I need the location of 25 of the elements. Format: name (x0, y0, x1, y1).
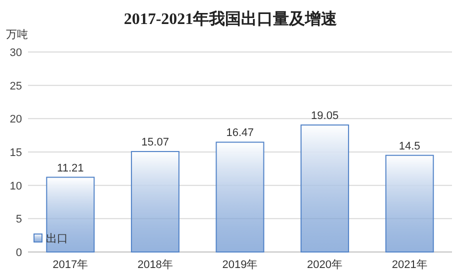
x-tick-label: 2020年 (307, 259, 343, 271)
y-tick-label: 20 (10, 114, 22, 126)
x-tick-label: 2017年 (52, 259, 88, 271)
data-label: 16.47 (226, 127, 254, 140)
y-tick-label: 0 (16, 247, 22, 259)
bar (130, 151, 180, 252)
data-label: 19.05 (311, 110, 339, 122)
bar (300, 124, 350, 252)
y-axis-title: 万吨 (6, 28, 28, 41)
data-label: 15.07 (141, 136, 169, 149)
data-label: 14.5 (398, 140, 420, 152)
bar (46, 176, 95, 252)
legend-label: 出口 (46, 232, 68, 245)
bar (385, 154, 434, 252)
data-label: 11.21 (57, 162, 84, 174)
y-tick-label: 30 (10, 47, 22, 59)
y-tick-label: 25 (10, 80, 22, 92)
chart-title: 2017-2021年我国出口量及增速 (124, 10, 338, 28)
x-tick-label: 2018年 (137, 259, 173, 271)
x-tick-label: 2021年 (392, 259, 428, 271)
x-tick-label: 2019年 (222, 259, 258, 271)
y-tick-label: 15 (10, 147, 22, 159)
y-tick-label: 5 (16, 214, 22, 226)
y-tick-label: 10 (10, 180, 22, 192)
bar (216, 142, 264, 252)
